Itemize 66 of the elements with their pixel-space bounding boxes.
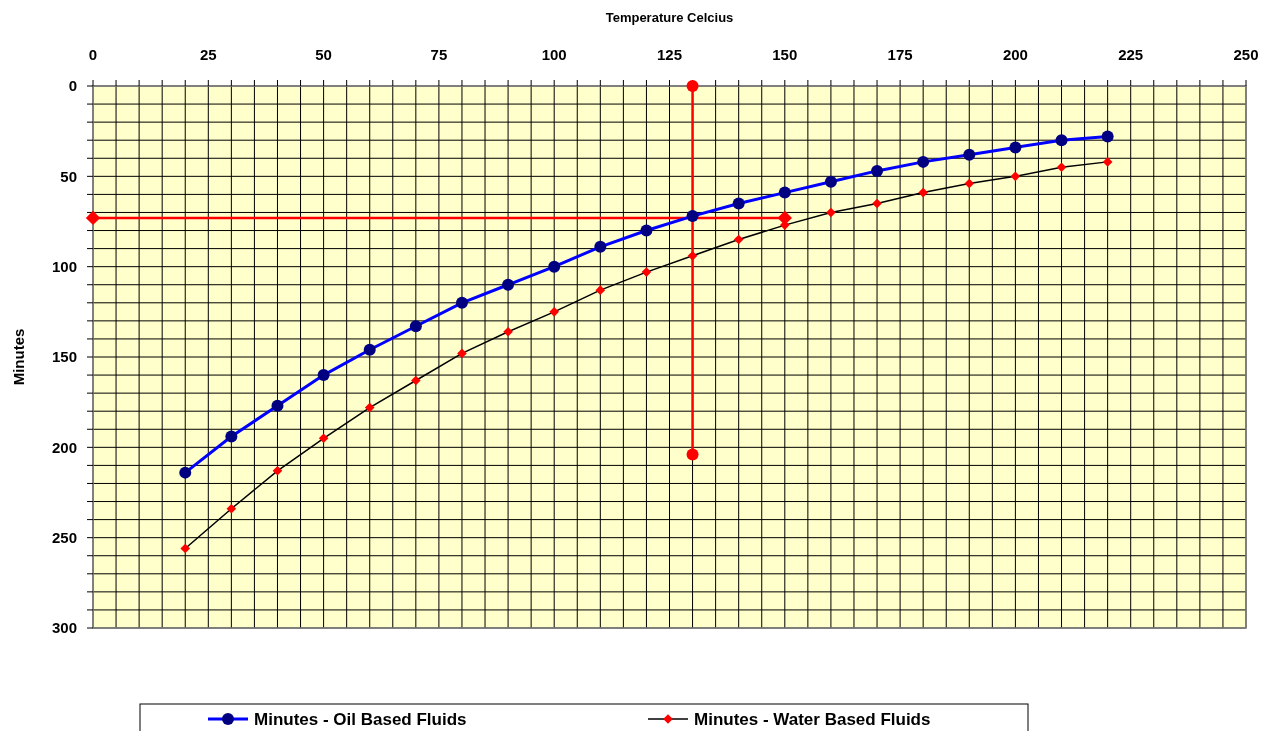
point [918, 187, 928, 198]
y-tick-label: 50 [60, 167, 77, 185]
point [179, 466, 192, 479]
point [1010, 171, 1021, 182]
x-tick-label: 50 [315, 46, 332, 63]
point [826, 207, 836, 218]
point [503, 326, 513, 337]
x-tick-label: 225 [1118, 46, 1144, 63]
point [318, 433, 329, 444]
x-tick-label: 100 [541, 46, 567, 63]
point [733, 234, 744, 245]
y-axis-title: Minutes [10, 328, 27, 386]
x-tick-label: 25 [199, 46, 217, 63]
point [1101, 130, 1114, 143]
point [686, 210, 699, 223]
x-tick-label: 125 [656, 46, 683, 63]
point [272, 466, 283, 476]
y-tick-label: 150 [51, 348, 77, 366]
y-tick-label: 100 [51, 257, 77, 275]
point [640, 224, 653, 237]
x-tick-label: 250 [1233, 46, 1259, 63]
point [411, 375, 421, 386]
point [963, 148, 976, 161]
x-tick-label: 75 [430, 46, 448, 63]
x-axis-title: Temperature Celcius [605, 10, 734, 25]
point [964, 178, 975, 189]
point [317, 369, 330, 382]
legend-label: Minutes - Water Based Fluids [694, 709, 931, 729]
x-tick-label: 150 [772, 46, 798, 63]
y-tick-label: 300 [51, 619, 77, 637]
legend-label: Minutes - Oil Based Fluids [254, 709, 467, 729]
point [732, 197, 745, 210]
point [687, 251, 698, 261]
point [686, 80, 699, 92]
point [225, 430, 238, 443]
point [641, 267, 652, 277]
x-tick-label: 200 [1002, 46, 1028, 63]
point [455, 296, 468, 309]
y-tick-label: 250 [51, 528, 77, 546]
x-tick-label: 175 [887, 46, 913, 63]
point [917, 155, 930, 168]
point [686, 448, 699, 461]
point [85, 210, 101, 226]
point [502, 278, 515, 291]
point [1055, 134, 1068, 147]
point [364, 402, 375, 413]
point [226, 503, 237, 514]
y-tick-label: 200 [51, 438, 77, 456]
point [778, 186, 791, 199]
point [548, 260, 561, 273]
point [824, 175, 837, 188]
x-tick-label: 0 [88, 46, 98, 63]
point [595, 285, 606, 295]
point [1056, 162, 1067, 173]
point [1102, 157, 1113, 167]
point [363, 343, 376, 356]
point [1009, 141, 1022, 154]
point [271, 399, 284, 412]
point [872, 198, 882, 209]
point [180, 543, 191, 554]
point [594, 240, 607, 253]
point [871, 164, 884, 177]
point [549, 307, 559, 317]
y-tick-label: 0 [68, 77, 77, 95]
point [409, 320, 422, 333]
point [457, 348, 467, 359]
